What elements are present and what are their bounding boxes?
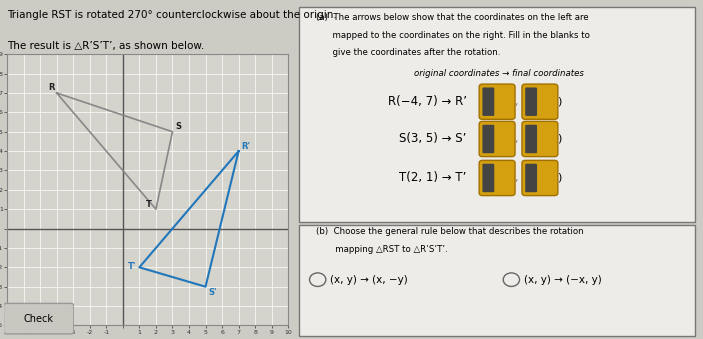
Text: S': S' <box>208 288 217 297</box>
FancyBboxPatch shape <box>299 7 695 222</box>
Text: ,: , <box>514 173 517 183</box>
Text: ,: , <box>514 134 517 144</box>
Text: S: S <box>175 122 181 131</box>
FancyBboxPatch shape <box>525 164 537 192</box>
Text: T': T' <box>128 262 136 271</box>
FancyBboxPatch shape <box>299 225 695 336</box>
Text: mapping △RST to △R’S’T’.: mapping △RST to △R’S’T’. <box>316 245 447 254</box>
Text: (x, y) → (−x, y): (x, y) → (−x, y) <box>524 275 601 285</box>
Text: ): ) <box>557 97 562 107</box>
Text: (b)  Choose the general rule below that describes the rotation: (b) Choose the general rule below that d… <box>316 227 583 236</box>
Text: T: T <box>146 200 152 209</box>
Text: mapped to the coordinates on the right. Fill in the blanks to: mapped to the coordinates on the right. … <box>316 31 590 40</box>
Text: ): ) <box>557 134 562 144</box>
Text: T(2, 1) → T’: T(2, 1) → T’ <box>399 172 467 184</box>
FancyBboxPatch shape <box>482 125 494 153</box>
Text: give the coordinates after the rotation.: give the coordinates after the rotation. <box>316 48 500 57</box>
FancyBboxPatch shape <box>482 164 494 192</box>
FancyBboxPatch shape <box>482 87 494 116</box>
Text: R: R <box>49 83 55 92</box>
Text: (x, y) → (x, −y): (x, y) → (x, −y) <box>330 275 408 285</box>
Text: Check: Check <box>24 314 53 324</box>
FancyBboxPatch shape <box>522 84 558 119</box>
Text: (a)  The arrows below show that the coordinates on the left are: (a) The arrows below show that the coord… <box>316 13 588 22</box>
Text: R(−4, 7) → R’: R(−4, 7) → R’ <box>387 95 467 108</box>
FancyBboxPatch shape <box>479 160 515 196</box>
Text: Triangle RST is rotated 270° counterclockwise about the origin.: Triangle RST is rotated 270° countercloc… <box>7 10 337 20</box>
FancyBboxPatch shape <box>479 121 515 157</box>
Text: ,: , <box>514 97 517 107</box>
Text: original coordinates → final coordinates: original coordinates → final coordinates <box>414 69 584 79</box>
Text: S(3, 5) → S’: S(3, 5) → S’ <box>399 133 467 145</box>
Text: The result is △R’S’T’, as shown below.: The result is △R’S’T’, as shown below. <box>7 41 205 51</box>
FancyBboxPatch shape <box>479 84 515 119</box>
FancyBboxPatch shape <box>522 121 558 157</box>
FancyBboxPatch shape <box>4 303 74 334</box>
FancyBboxPatch shape <box>525 125 537 153</box>
Text: ): ) <box>557 173 562 183</box>
FancyBboxPatch shape <box>522 160 558 196</box>
Text: R': R' <box>241 142 250 151</box>
FancyBboxPatch shape <box>525 87 537 116</box>
